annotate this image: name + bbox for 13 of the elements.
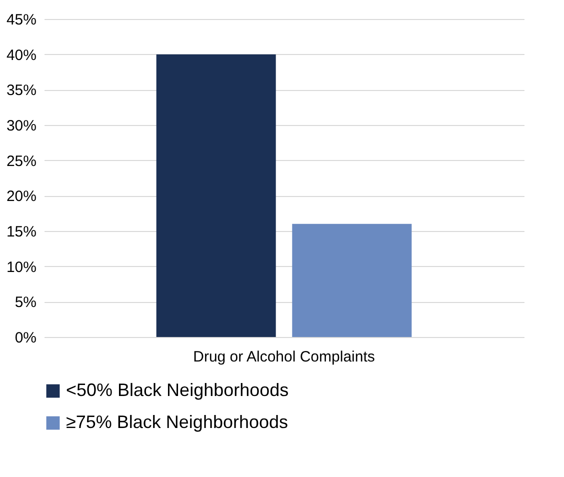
x-tick-label: Drug or Alcohol Complaints — [193, 348, 375, 366]
y-tick-label: 10% — [6, 258, 36, 276]
legend-label: <50% Black Neighborhoods — [66, 380, 289, 400]
y-tick-label: 45% — [6, 12, 36, 28]
y-tick-label: 40% — [6, 46, 36, 64]
y-tick-label: 5% — [14, 294, 36, 312]
y-tick-label: 0% — [14, 330, 36, 346]
y-tick-label: 30% — [6, 118, 36, 134]
legend-label: ≥75% Black Neighborhoods — [66, 412, 288, 432]
y-tick-label: 35% — [6, 82, 36, 100]
y-tick-label: 15% — [6, 224, 36, 240]
y-tick-label: 20% — [6, 188, 36, 206]
y-tick-label: 25% — [6, 152, 36, 170]
